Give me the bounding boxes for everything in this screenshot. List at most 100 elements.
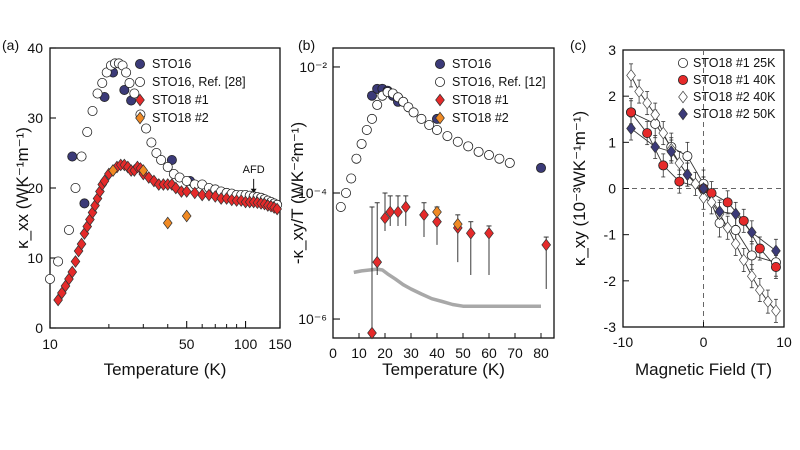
data-point — [626, 122, 636, 135]
data-point — [204, 188, 214, 202]
data-point — [771, 244, 781, 258]
data-point — [146, 137, 157, 148]
data-point — [45, 273, 56, 284]
legend-marker — [435, 93, 445, 107]
data-point — [771, 304, 781, 318]
data-point — [730, 237, 741, 251]
data-point — [70, 182, 81, 193]
data-point — [730, 207, 741, 221]
x-tick-label: 150 — [268, 336, 292, 352]
data-point — [366, 90, 377, 101]
data-point — [424, 119, 435, 130]
y-tick-label: 2 — [608, 88, 616, 104]
data-point — [162, 161, 173, 172]
y-tick-label: 1 — [608, 134, 616, 150]
data-point — [730, 225, 741, 236]
data-point — [738, 215, 749, 226]
data-point — [419, 208, 429, 222]
afd-arrowhead — [250, 188, 257, 193]
x-axis-label: Temperature (K) — [382, 360, 505, 379]
data-point — [385, 205, 396, 219]
y-tick-label: 40 — [27, 40, 43, 56]
data-point — [141, 123, 152, 134]
data-point — [770, 261, 781, 272]
data-point — [452, 217, 463, 231]
data-point — [714, 205, 725, 218]
data-point — [746, 226, 757, 239]
panel-label-c: (c) — [570, 37, 586, 53]
y-tick-label: 0 — [608, 181, 616, 197]
x-axis-label: Temperature (K) — [104, 360, 227, 379]
data-point — [197, 188, 207, 202]
legend-marker — [678, 58, 689, 69]
data-point — [706, 196, 717, 209]
data-point — [189, 186, 200, 200]
data-point — [138, 164, 149, 177]
data-point — [746, 269, 757, 283]
y-axis-label: κ_xy (10⁻³WK⁻¹m⁻¹) — [570, 111, 589, 266]
data-point — [690, 177, 701, 191]
y-tick-label: -1 — [604, 227, 617, 243]
data-point — [682, 151, 693, 162]
data-point — [335, 201, 346, 212]
data-point — [400, 200, 411, 214]
data-point — [70, 255, 81, 268]
data-point — [143, 171, 154, 184]
x-tick-label: 50 — [179, 336, 195, 352]
data-point — [738, 253, 749, 267]
data-point — [642, 128, 653, 139]
x-tick-label: 30 — [403, 345, 419, 361]
data-point — [674, 176, 685, 187]
data-point — [380, 211, 390, 225]
data-point — [67, 151, 78, 162]
data-point — [76, 151, 87, 162]
x-tick-label: 100 — [234, 336, 258, 352]
legend-entry: STO16 — [152, 57, 191, 71]
data-point — [408, 107, 419, 118]
x-tick-label: 70 — [507, 345, 523, 361]
y-axis-label: κ_xx (WK⁻¹m⁻¹) — [13, 127, 32, 249]
data-point — [82, 127, 93, 138]
data-point — [63, 224, 74, 235]
data-point — [121, 67, 132, 78]
data-point — [76, 237, 87, 251]
data-point — [416, 113, 427, 124]
x-tick-label: 80 — [533, 345, 549, 361]
legend-marker — [678, 90, 688, 104]
data-point — [642, 96, 652, 110]
legend-entry: STO18 #1 40K — [693, 73, 776, 87]
legend-entry: STO18 #1 — [452, 93, 509, 107]
y-tick-label: -2 — [604, 273, 617, 289]
data-point — [97, 78, 108, 89]
data-point — [722, 221, 733, 235]
legend-marker — [134, 77, 145, 88]
data-point — [473, 146, 484, 157]
data-point — [626, 107, 637, 118]
x-tick-label: 50 — [455, 345, 471, 361]
data-point — [151, 147, 162, 158]
data-point — [99, 174, 110, 188]
data-point — [442, 131, 453, 142]
data-point — [465, 226, 476, 240]
data-point — [432, 215, 442, 229]
chart-b: 0 10 20 30 40 50 60 70 80 10⁻⁶ 10⁻⁴ 10⁻² Temperature… — [288, 47, 555, 379]
legend-marker — [434, 77, 445, 88]
data-point — [658, 160, 669, 171]
x-tick-label: 20 — [377, 345, 393, 361]
data-point — [272, 202, 282, 216]
legend-marker — [135, 93, 145, 107]
afd-label: AFD — [243, 164, 265, 176]
data-point — [626, 69, 636, 82]
legend-marker — [435, 111, 445, 125]
data-point — [346, 173, 357, 184]
data-point — [634, 85, 644, 98]
y-tick-label: 10⁻⁴ — [298, 185, 327, 201]
data-point — [541, 238, 552, 252]
y-tick-label: 30 — [27, 110, 43, 126]
chart-b-frame — [332, 47, 555, 339]
data-point — [162, 216, 173, 230]
legend-marker — [678, 107, 688, 121]
legend-entry: STO18 #2 40K — [693, 90, 776, 104]
y-axis-label: -κ_xy/T (WK⁻²m⁻¹) — [288, 122, 307, 264]
